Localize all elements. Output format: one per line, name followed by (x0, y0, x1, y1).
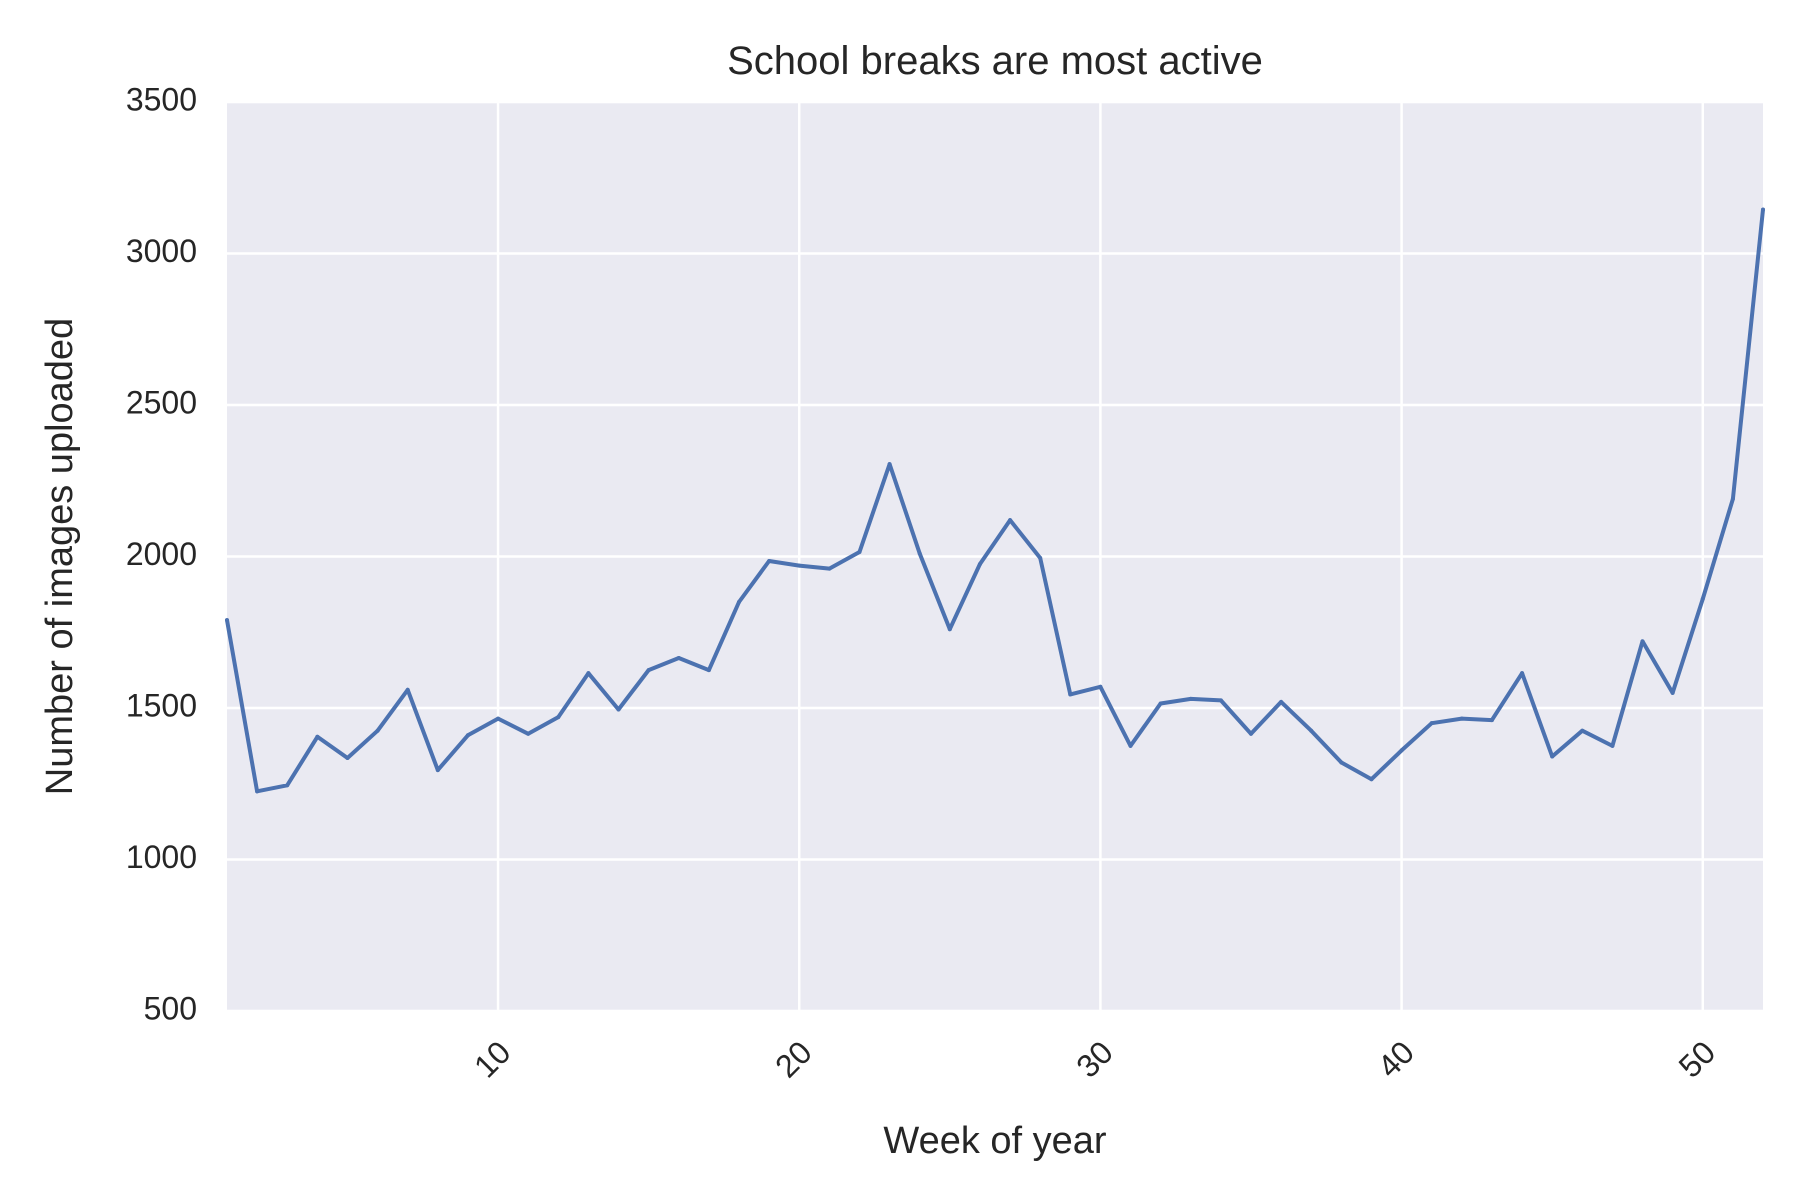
data-point (345, 755, 350, 760)
data-point (1188, 696, 1193, 701)
data-point (1489, 718, 1494, 723)
x-axis-label: Week of year (883, 1120, 1107, 1162)
data-point (1249, 731, 1253, 736)
y-tick-label: 2000 (126, 536, 197, 572)
y-axis-label: Number of images uploaded (39, 318, 81, 795)
x-tick-label: 20 (768, 1034, 819, 1085)
data-point (1610, 743, 1615, 748)
data-point (435, 768, 440, 773)
data-point (917, 551, 922, 556)
data-point (285, 783, 290, 788)
data-point (225, 618, 229, 623)
data-point (315, 734, 320, 739)
data-point (646, 668, 651, 673)
data-point (1520, 671, 1525, 676)
y-tick-label: 1000 (126, 839, 197, 875)
data-point (1218, 698, 1223, 703)
data-point (1730, 496, 1735, 501)
data-point (1128, 743, 1133, 748)
x-tick-label: 30 (1069, 1034, 1120, 1085)
data-point (465, 733, 470, 738)
x-tick-label: 40 (1370, 1034, 1421, 1085)
data-point (616, 707, 621, 712)
data-point (947, 627, 952, 632)
data-point (706, 668, 711, 673)
data-point (496, 716, 501, 721)
data-point (797, 563, 802, 568)
data-point (1068, 692, 1073, 697)
data-point (526, 731, 531, 736)
data-point (1279, 699, 1284, 704)
data-point (1670, 690, 1675, 695)
y-tick-label: 2500 (126, 384, 197, 420)
data-point (857, 549, 862, 554)
data-point (255, 789, 260, 794)
data-point (1429, 721, 1434, 726)
data-point (1640, 639, 1645, 644)
data-point (1339, 760, 1344, 765)
chart-title: School breaks are most active (727, 39, 1263, 83)
data-point (1158, 701, 1163, 706)
x-axis-ticks: 10 20 30 40 50 (467, 1034, 1722, 1085)
y-axis-ticks: 500 1000 1500 2000 2500 3000 3500 (126, 81, 197, 1026)
x-tick-label: 10 (467, 1034, 518, 1085)
data-point (586, 671, 591, 676)
data-point (1369, 777, 1374, 782)
series-layer (225, 207, 1765, 794)
data-point (1008, 518, 1013, 523)
y-tick-label: 500 (144, 990, 197, 1026)
data-point (1309, 728, 1314, 733)
data-point (405, 687, 410, 692)
y-tick-label: 1500 (126, 687, 197, 723)
data-point (1580, 728, 1585, 733)
data-point (375, 728, 380, 733)
data-point (676, 656, 681, 661)
x-tick-label: 50 (1672, 1034, 1723, 1085)
data-point (887, 462, 892, 467)
y-tick-label: 3500 (126, 81, 197, 117)
data-point (1038, 556, 1043, 561)
grid-lines (227, 100, 1763, 1013)
data-point (767, 559, 772, 564)
data-point (556, 715, 561, 720)
data-point (1700, 596, 1705, 601)
y-tick-label: 3000 (126, 233, 197, 269)
series-line (225, 207, 1765, 794)
data-point (977, 562, 982, 567)
data-point (1550, 754, 1555, 759)
data-point (1459, 716, 1464, 721)
data-point (737, 599, 741, 604)
data-point (1098, 684, 1103, 689)
data-point (827, 566, 832, 571)
data-point (1761, 207, 1765, 212)
data-point (1399, 748, 1404, 753)
